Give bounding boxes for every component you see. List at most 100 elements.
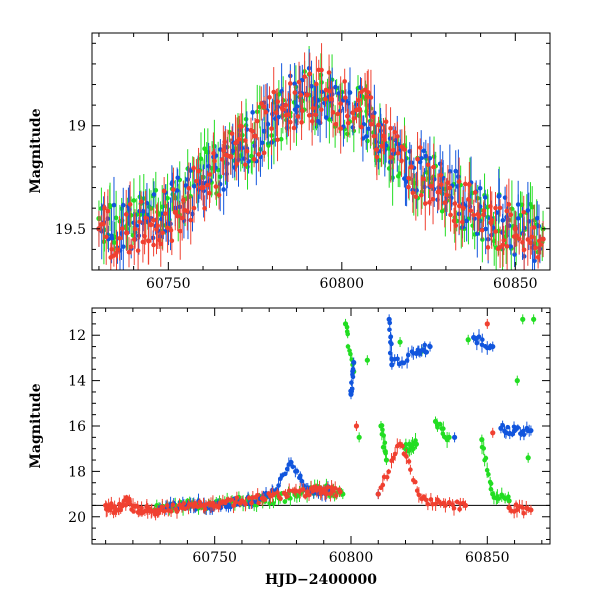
data-point — [278, 136, 284, 142]
data-point — [521, 247, 527, 253]
data-point — [481, 446, 487, 451]
data-point — [474, 340, 480, 346]
data-point — [212, 158, 217, 164]
data-point — [480, 337, 485, 342]
data-point — [222, 139, 227, 145]
data-point — [388, 125, 393, 131]
y-tick-label: 19 — [68, 119, 86, 135]
data-point — [451, 505, 457, 511]
data-point — [318, 72, 324, 78]
data-point — [278, 496, 283, 501]
data-point — [427, 343, 433, 350]
data-point — [489, 217, 495, 223]
x-tick-label: 60850 — [465, 550, 510, 566]
data-point — [368, 95, 374, 100]
data-point — [400, 443, 405, 449]
data-point — [250, 110, 255, 115]
data-point — [252, 143, 257, 149]
y-tick-label: 19.5 — [55, 222, 86, 238]
top-y-axis-label: Magnitude — [28, 108, 44, 193]
series-2 — [103, 318, 534, 521]
data-point — [408, 467, 413, 472]
data-point — [506, 498, 512, 504]
data-point — [496, 496, 502, 501]
data-point — [234, 161, 240, 167]
data-point — [452, 201, 458, 206]
data-point — [423, 153, 429, 159]
data-point — [347, 90, 353, 95]
data-point — [241, 156, 247, 161]
data-point — [376, 122, 381, 128]
data-point — [261, 150, 267, 156]
data-point — [505, 424, 511, 430]
data-point — [387, 320, 393, 326]
data-point — [521, 510, 526, 516]
data-point — [488, 486, 494, 492]
data-point — [397, 171, 403, 176]
data-point — [388, 334, 393, 340]
data-point — [151, 192, 157, 197]
data-point — [529, 204, 535, 210]
data-point — [493, 205, 498, 211]
y-tick-label: 16 — [68, 419, 86, 435]
y-tick-label: 18 — [68, 464, 86, 480]
data-point — [301, 483, 306, 489]
data-point — [290, 464, 296, 470]
data-point — [422, 342, 428, 348]
data-point — [132, 226, 138, 232]
top-plot-area — [96, 43, 546, 270]
data-point — [138, 199, 144, 204]
data-point — [521, 209, 527, 215]
data-point — [127, 501, 133, 506]
data-point — [420, 176, 426, 182]
data-point — [490, 343, 496, 350]
data-point — [388, 154, 394, 160]
data-point — [486, 472, 491, 477]
data-point — [474, 231, 480, 236]
data-point — [484, 467, 490, 473]
x-tick-label: 60750 — [192, 550, 237, 566]
data-point — [365, 89, 371, 95]
data-point — [231, 503, 236, 508]
data-point — [109, 246, 114, 252]
data-point — [151, 242, 156, 248]
data-point — [501, 238, 507, 243]
data-point — [280, 106, 286, 112]
data-point — [127, 202, 133, 207]
data-point — [531, 316, 537, 322]
data-point — [538, 242, 543, 247]
data-point — [363, 134, 369, 139]
data-point — [428, 183, 434, 189]
data-point — [484, 321, 490, 327]
data-point — [243, 501, 248, 507]
data-point — [425, 162, 431, 168]
data-point — [526, 219, 532, 224]
data-point — [174, 188, 180, 193]
data-point — [525, 208, 531, 213]
data-point — [323, 115, 329, 120]
data-point — [500, 242, 506, 248]
data-point — [471, 212, 477, 218]
data-point — [295, 114, 301, 119]
data-point — [439, 182, 444, 187]
data-point — [472, 190, 478, 195]
data-point — [356, 97, 361, 103]
top-panel-frame — [91, 32, 551, 271]
data-point — [496, 194, 502, 199]
data-point — [170, 502, 176, 508]
data-point — [244, 148, 250, 154]
data-point — [269, 126, 274, 131]
data-point — [386, 316, 392, 322]
data-point — [520, 240, 525, 245]
data-point — [266, 143, 271, 148]
data-point — [196, 168, 201, 174]
data-point — [447, 169, 453, 174]
data-point — [324, 491, 329, 497]
data-point — [330, 110, 336, 115]
data-point — [313, 112, 319, 118]
data-point — [126, 249, 132, 255]
data-point — [403, 442, 409, 447]
data-point — [364, 357, 370, 363]
data-point — [500, 218, 506, 223]
data-point — [485, 245, 491, 250]
